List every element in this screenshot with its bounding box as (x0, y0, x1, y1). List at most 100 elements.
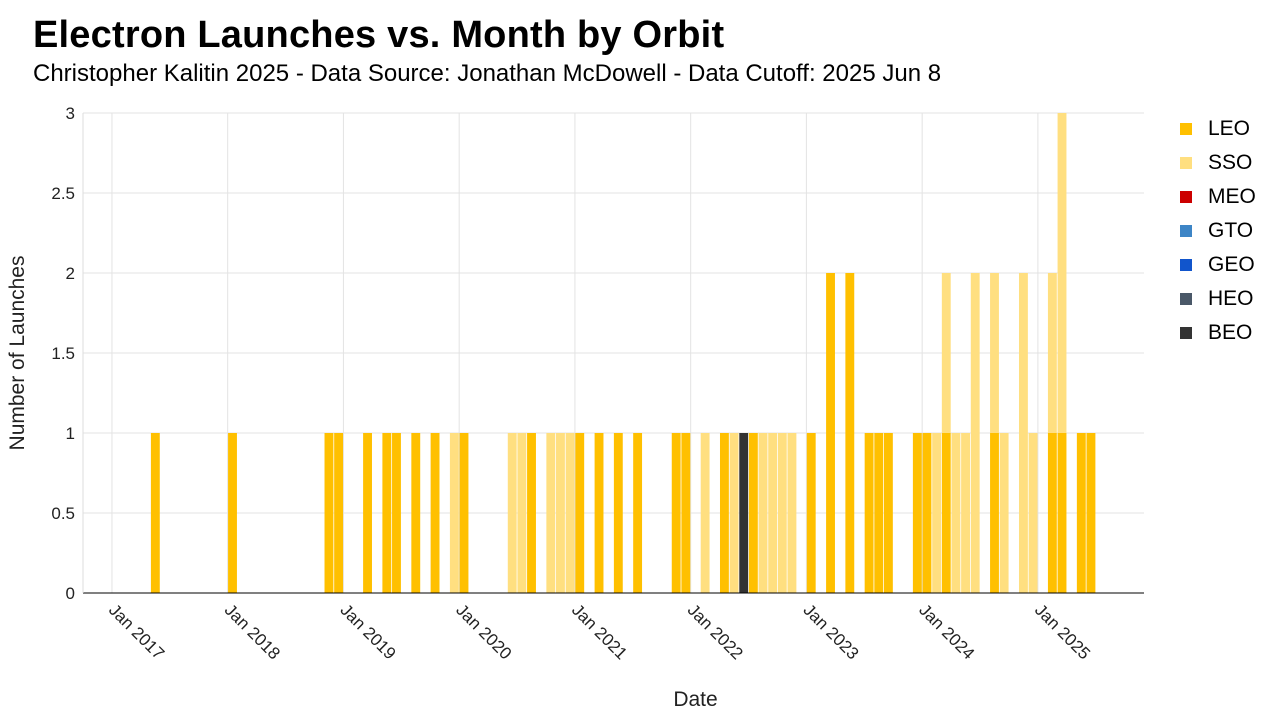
legend-item-heo[interactable]: HEO (1180, 282, 1256, 316)
y-tick-label: 0.5 (51, 504, 75, 523)
legend-swatch (1180, 157, 1192, 169)
bar-beo (739, 433, 749, 593)
legend-label: LEO (1208, 117, 1251, 140)
x-tick-label: Jan 2024 (915, 600, 978, 663)
bar-leo (613, 433, 623, 593)
legend-item-geo[interactable]: GEO (1180, 248, 1256, 282)
bar-leo (883, 433, 893, 593)
x-tick-label: Jan 2019 (337, 600, 400, 663)
bar-leo (681, 433, 691, 593)
bar-leo (363, 433, 372, 593)
legend-swatch (1180, 123, 1192, 135)
bar-leo (874, 433, 884, 593)
x-tick-label: Jan 2023 (800, 600, 863, 663)
legend-swatch (1180, 191, 1192, 203)
bar-sso (951, 433, 961, 593)
bar-leo (719, 433, 729, 593)
legend-label: MEO (1208, 185, 1256, 208)
bar-leo (922, 433, 932, 593)
bar-sso (1057, 113, 1067, 433)
x-tick-label: Jan 2017 (105, 600, 168, 663)
x-tick-label: Jan 2020 (452, 600, 515, 663)
chart-legend: LEO SSO MEO GTO GEO HEO BEO (1180, 112, 1256, 350)
bar-sso (507, 433, 517, 593)
legend-label: GTO (1208, 219, 1254, 242)
bar-leo (527, 433, 536, 593)
x-tick-label: Jan 2018 (221, 600, 284, 663)
bar-leo (1047, 433, 1057, 593)
bar-leo (324, 433, 334, 593)
legend-item-meo[interactable]: MEO (1180, 180, 1256, 214)
x-tick-label: Jan 2021 (568, 600, 631, 663)
bar-leo (459, 433, 469, 593)
legend-item-sso[interactable]: SSO (1180, 146, 1256, 180)
bar-sso (1028, 433, 1038, 593)
y-axis-label: Number of Launches (6, 256, 29, 451)
y-tick-label: 1.5 (51, 344, 75, 363)
legend-item-gto[interactable]: GTO (1180, 214, 1256, 248)
bar-leo (990, 433, 999, 593)
x-axis-label: Date (673, 688, 717, 711)
bar-leo (864, 433, 874, 593)
bar-leo (382, 433, 392, 593)
legend-swatch (1180, 259, 1192, 271)
legend-swatch (1180, 225, 1192, 237)
legend-swatch (1180, 293, 1192, 305)
bar-leo (941, 433, 951, 593)
bar-leo (633, 433, 643, 593)
bar-leo (334, 433, 344, 593)
y-tick-label: 2 (66, 264, 75, 283)
bar-leo (845, 273, 855, 593)
bar-sso (546, 433, 556, 593)
bar-leo (411, 433, 421, 593)
bar-sso (961, 433, 970, 593)
bar-leo (748, 433, 758, 593)
bar-leo (1057, 433, 1067, 593)
bar-leo (806, 433, 816, 593)
bar-leo (1086, 433, 1096, 593)
y-tick-label: 2.5 (51, 184, 75, 203)
bar-leo (150, 433, 160, 593)
bar-sso (1047, 273, 1057, 433)
bar-sso (1018, 273, 1028, 593)
bar-sso (556, 433, 565, 593)
y-tick-label: 0 (66, 584, 75, 603)
bar-leo (392, 433, 401, 593)
y-tick-label: 3 (66, 104, 75, 123)
legend-label: GEO (1208, 253, 1255, 276)
bar-sso (999, 433, 1009, 593)
legend-label: BEO (1208, 321, 1253, 344)
bar-sso (777, 433, 787, 593)
bar-sso (941, 273, 951, 433)
bar-leo (594, 433, 604, 593)
chart-subtitle: Christopher Kalitin 2025 - Data Source: … (33, 60, 942, 87)
bar-sso (517, 433, 527, 593)
chart-title: Electron Launches vs. Month by Orbit (33, 14, 725, 56)
bar-sso (970, 273, 980, 593)
bar-sso (932, 433, 942, 593)
bar-leo (430, 433, 440, 593)
legend-label: SSO (1208, 151, 1253, 174)
x-tick-label: Jan 2025 (1031, 600, 1094, 663)
bar-sso (565, 433, 575, 593)
legend-swatch (1180, 327, 1192, 339)
bar-sso (729, 433, 739, 593)
bar-leo (1076, 433, 1086, 593)
bar-leo (912, 433, 922, 593)
bar-sso (758, 433, 768, 593)
bar-sso (700, 433, 710, 593)
legend-item-leo[interactable]: LEO (1180, 112, 1256, 146)
legend-label: HEO (1208, 287, 1254, 310)
bar-sso (449, 433, 459, 593)
legend-item-beo[interactable]: BEO (1180, 316, 1256, 350)
bar-sso (990, 273, 999, 433)
bar-leo (575, 433, 585, 593)
bar-leo (826, 273, 835, 593)
bar-sso (768, 433, 778, 593)
x-tick-label: Jan 2022 (684, 600, 747, 663)
bar-leo (671, 433, 681, 593)
bar-leo (228, 433, 237, 593)
y-tick-label: 1 (66, 424, 75, 443)
bar-sso (787, 433, 797, 593)
